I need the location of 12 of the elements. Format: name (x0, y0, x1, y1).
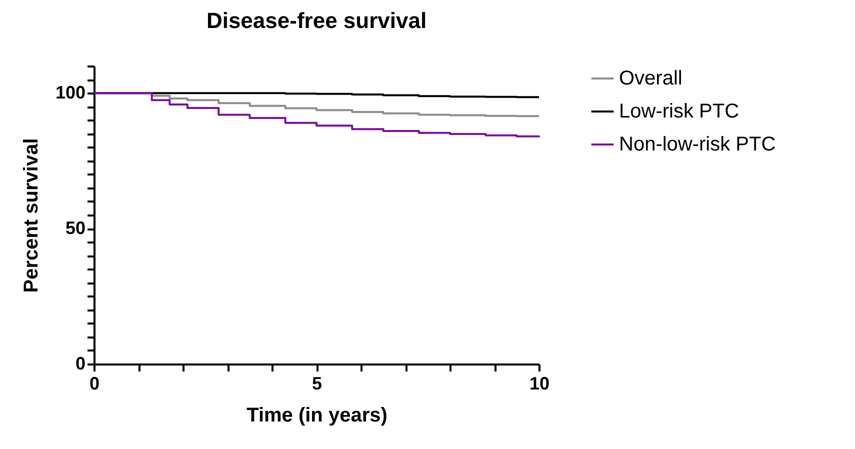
y-tick-label: 100 (55, 82, 86, 103)
legend-label: Low-risk PTC (619, 100, 740, 122)
x-tick-label: 10 (529, 374, 550, 394)
y-tick-label: 50 (65, 218, 86, 238)
x-axis-title: Time (in years) (246, 404, 388, 426)
x-tick-label: 0 (89, 374, 100, 394)
chart-title: Disease-free survival (206, 8, 427, 33)
y-axis-title: Percent survival (20, 138, 42, 293)
legend-label: Overall (619, 68, 682, 90)
x-tick-label: 5 (312, 374, 322, 394)
legend-label: Non-low-risk PTC (619, 134, 776, 156)
y-tick-label: 0 (75, 354, 86, 374)
